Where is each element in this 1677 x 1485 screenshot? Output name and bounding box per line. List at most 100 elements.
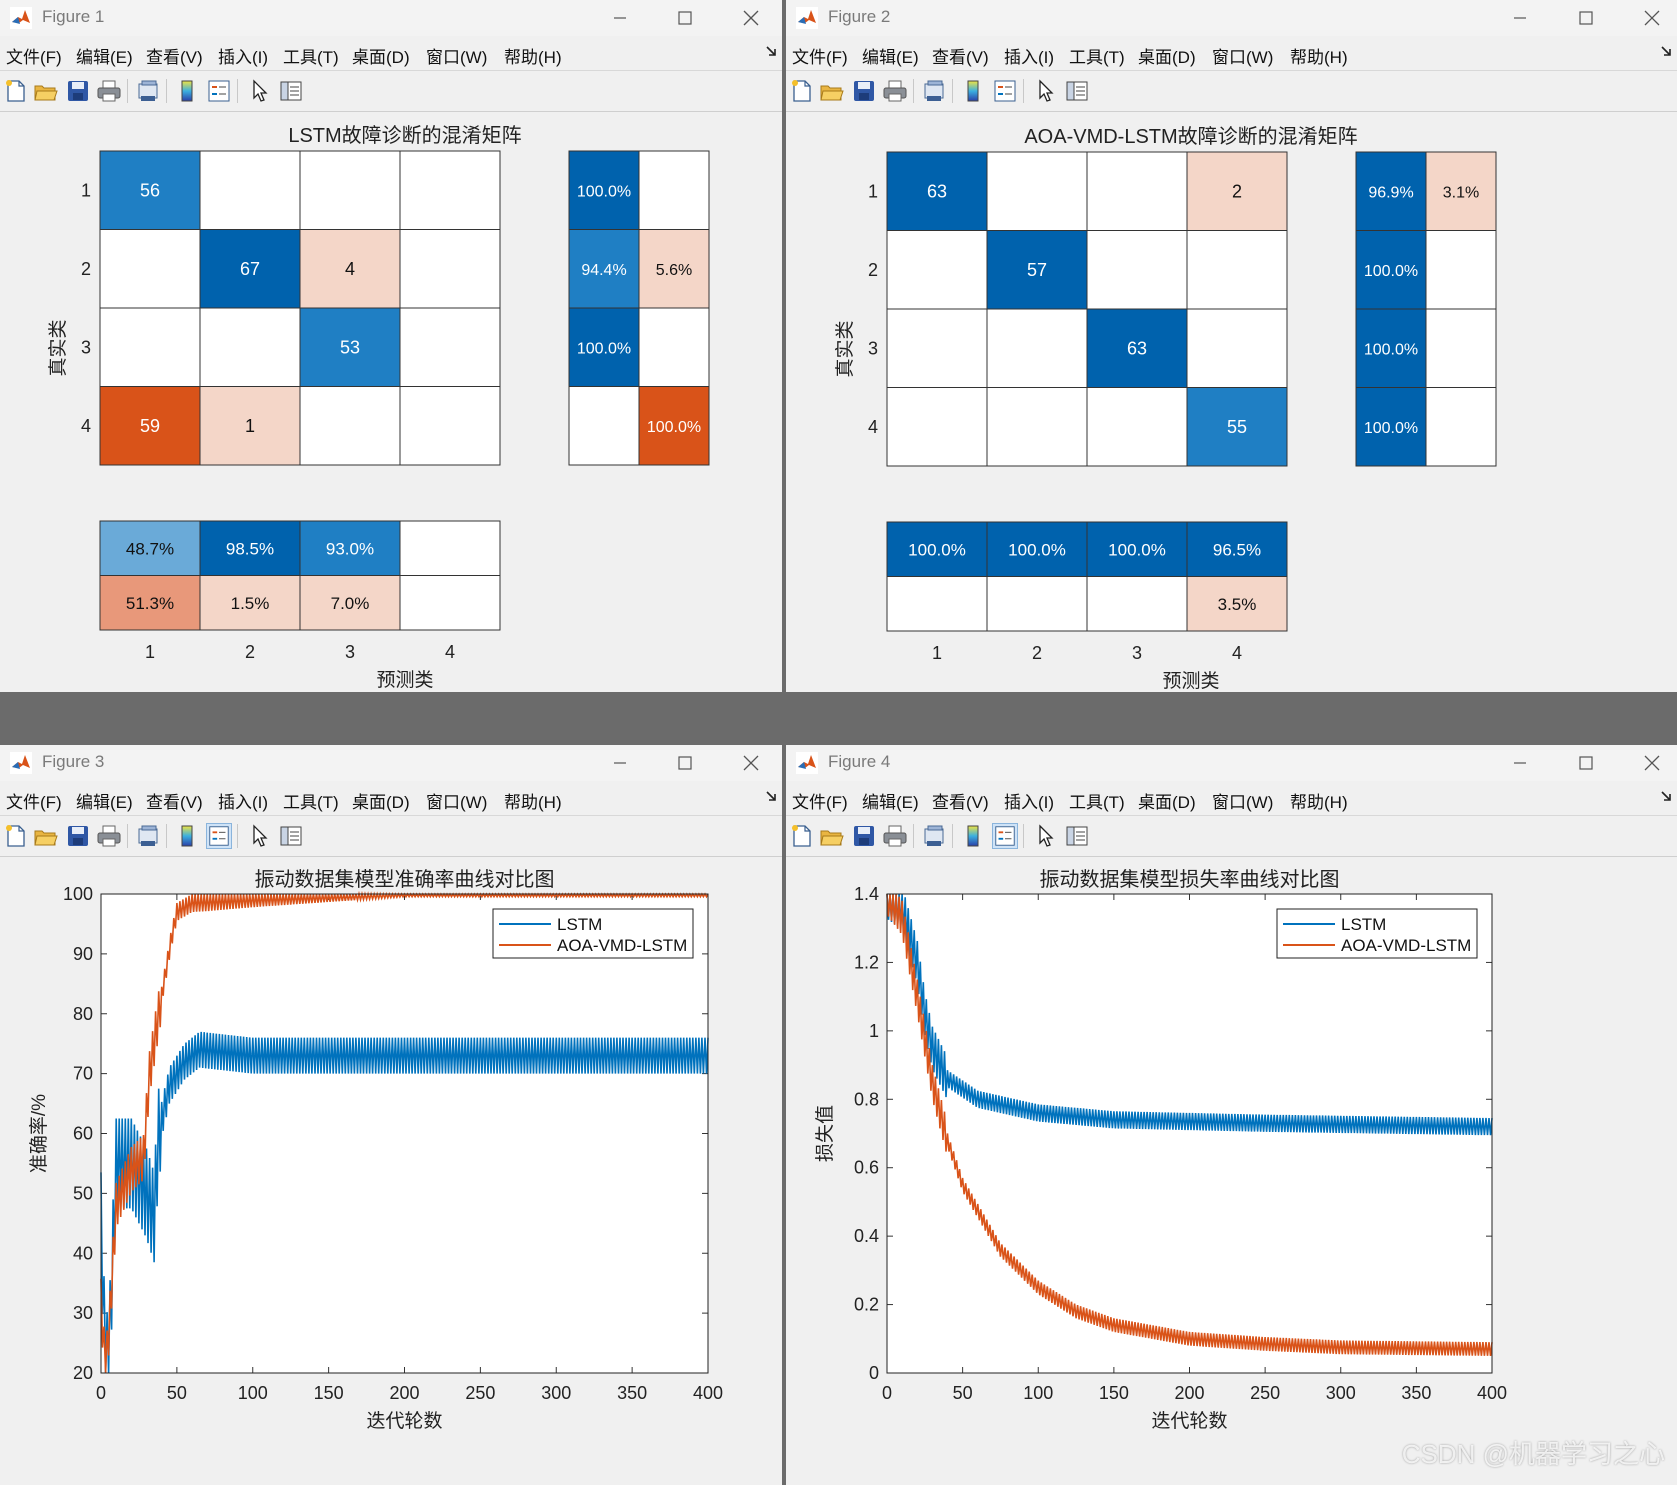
dock-arrow-icon[interactable] [764, 44, 778, 58]
print-icon[interactable] [96, 823, 122, 849]
menu-insert[interactable]: 插入(I) [1004, 48, 1055, 67]
new-figure-icon[interactable] [789, 78, 815, 104]
link-plot-icon[interactable] [135, 823, 161, 849]
colorbar-icon[interactable] [960, 823, 986, 849]
menu-view[interactable]: 查看(V) [932, 793, 989, 812]
new-figure-icon[interactable] [789, 823, 815, 849]
menu-tools[interactable]: 工具(T) [1069, 793, 1125, 812]
matrix-cell [986, 308, 1088, 388]
menu-edit[interactable]: 编辑(E) [862, 793, 919, 812]
menu-desktop[interactable]: 桌面(D) [1138, 793, 1196, 812]
menu-edit[interactable]: 编辑(E) [862, 48, 919, 67]
menu-help[interactable]: 帮助(H) [504, 793, 562, 812]
minimize-icon[interactable] [1506, 4, 1534, 32]
row-summary-value: 100.0% [1364, 420, 1418, 437]
legend-icon[interactable] [992, 78, 1018, 104]
plot-area [887, 894, 1492, 1373]
menu-window[interactable]: 窗口(W) [426, 793, 488, 812]
menu-insert[interactable]: 插入(I) [1004, 793, 1055, 812]
minimize-icon[interactable] [1506, 749, 1534, 777]
colorbar-icon[interactable] [174, 78, 200, 104]
title-bar[interactable]: Figure 4 [786, 745, 1677, 781]
save-icon[interactable] [851, 78, 877, 104]
row-summary-cell [638, 150, 710, 230]
menu-file[interactable]: 文件(F) [6, 48, 62, 67]
menu-help[interactable]: 帮助(H) [504, 48, 562, 67]
link-plot-icon[interactable] [921, 823, 947, 849]
open-file-icon[interactable] [33, 78, 59, 104]
dock-arrow-icon[interactable] [764, 789, 778, 803]
link-plot-icon[interactable] [135, 78, 161, 104]
pointer-icon[interactable] [1033, 78, 1059, 104]
menu-desktop[interactable]: 桌面(D) [352, 793, 410, 812]
open-file-icon[interactable] [819, 823, 845, 849]
title-bar[interactable]: Figure 1 [0, 0, 782, 36]
menu-view[interactable]: 查看(V) [146, 48, 203, 67]
print-icon[interactable] [96, 78, 122, 104]
dock-arrow-icon[interactable] [1659, 44, 1673, 58]
legend-icon[interactable] [206, 78, 232, 104]
colorbar-icon[interactable] [960, 78, 986, 104]
menu-tools[interactable]: 工具(T) [283, 793, 339, 812]
print-icon[interactable] [882, 823, 908, 849]
maximize-icon[interactable] [1572, 749, 1600, 777]
open-file-icon[interactable] [33, 823, 59, 849]
save-icon[interactable] [65, 823, 91, 849]
property-panel-icon[interactable] [1064, 78, 1090, 104]
menu-help[interactable]: 帮助(H) [1290, 793, 1348, 812]
matrix-cell [399, 150, 501, 230]
menu-view[interactable]: 查看(V) [146, 793, 203, 812]
close-icon[interactable] [737, 749, 765, 777]
menu-desktop[interactable]: 桌面(D) [1138, 48, 1196, 67]
link-plot-icon[interactable] [921, 78, 947, 104]
colorbar-icon[interactable] [174, 823, 200, 849]
maximize-icon[interactable] [671, 4, 699, 32]
menu-file[interactable]: 文件(F) [6, 793, 62, 812]
menu-tools[interactable]: 工具(T) [1069, 48, 1125, 67]
legend-box[interactable] [1276, 908, 1478, 959]
minimize-icon[interactable] [606, 4, 634, 32]
save-icon[interactable] [851, 823, 877, 849]
menu-tools[interactable]: 工具(T) [283, 48, 339, 67]
new-figure-icon[interactable] [3, 823, 29, 849]
pointer-icon[interactable] [1033, 823, 1059, 849]
close-icon[interactable] [1638, 4, 1666, 32]
print-icon[interactable] [882, 78, 908, 104]
menu-window[interactable]: 窗口(W) [426, 48, 488, 67]
new-figure-icon[interactable] [3, 78, 29, 104]
title-bar[interactable]: Figure 3 [0, 745, 782, 781]
menu-file[interactable]: 文件(F) [792, 48, 848, 67]
legend-icon[interactable] [992, 823, 1018, 849]
menu-window[interactable]: 窗口(W) [1212, 793, 1274, 812]
pointer-icon[interactable] [247, 823, 273, 849]
menu-file[interactable]: 文件(F) [792, 793, 848, 812]
title-bar[interactable]: Figure 2 [786, 0, 1677, 36]
menu-insert[interactable]: 插入(I) [218, 793, 269, 812]
menu-desktop[interactable]: 桌面(D) [352, 48, 410, 67]
maximize-icon[interactable] [1572, 4, 1600, 32]
property-panel-icon[interactable] [1064, 823, 1090, 849]
pointer-icon[interactable] [247, 78, 273, 104]
minimize-icon[interactable] [606, 749, 634, 777]
save-icon[interactable] [65, 78, 91, 104]
property-panel-icon[interactable] [278, 823, 304, 849]
menu-view[interactable]: 查看(V) [932, 48, 989, 67]
y-tick-label: 70 [73, 1064, 93, 1084]
dock-arrow-icon[interactable] [1659, 789, 1673, 803]
x-tick-label: 300 [1326, 1383, 1356, 1403]
maximize-icon[interactable] [671, 749, 699, 777]
close-icon[interactable] [737, 4, 765, 32]
legend-icon[interactable] [206, 823, 232, 849]
menu-window[interactable]: 窗口(W) [1212, 48, 1274, 67]
close-icon[interactable] [1638, 749, 1666, 777]
menu-insert[interactable]: 插入(I) [218, 48, 269, 67]
property-panel-icon[interactable] [278, 78, 304, 104]
menu-help[interactable]: 帮助(H) [1290, 48, 1348, 67]
figure-window-2: Figure 2 文件(F) 编辑(E) 查看(V) 插入(I) 工具(T) 桌… [786, 0, 1677, 692]
menu-bar: 文件(F) 编辑(E) 查看(V) 插入(I) 工具(T) 桌面(D) 窗口(W… [0, 36, 782, 71]
matrix-cell-value: 4 [345, 259, 355, 279]
menu-edit[interactable]: 编辑(E) [76, 793, 133, 812]
menu-edit[interactable]: 编辑(E) [76, 48, 133, 67]
legend-box[interactable] [492, 908, 694, 959]
open-file-icon[interactable] [819, 78, 845, 104]
